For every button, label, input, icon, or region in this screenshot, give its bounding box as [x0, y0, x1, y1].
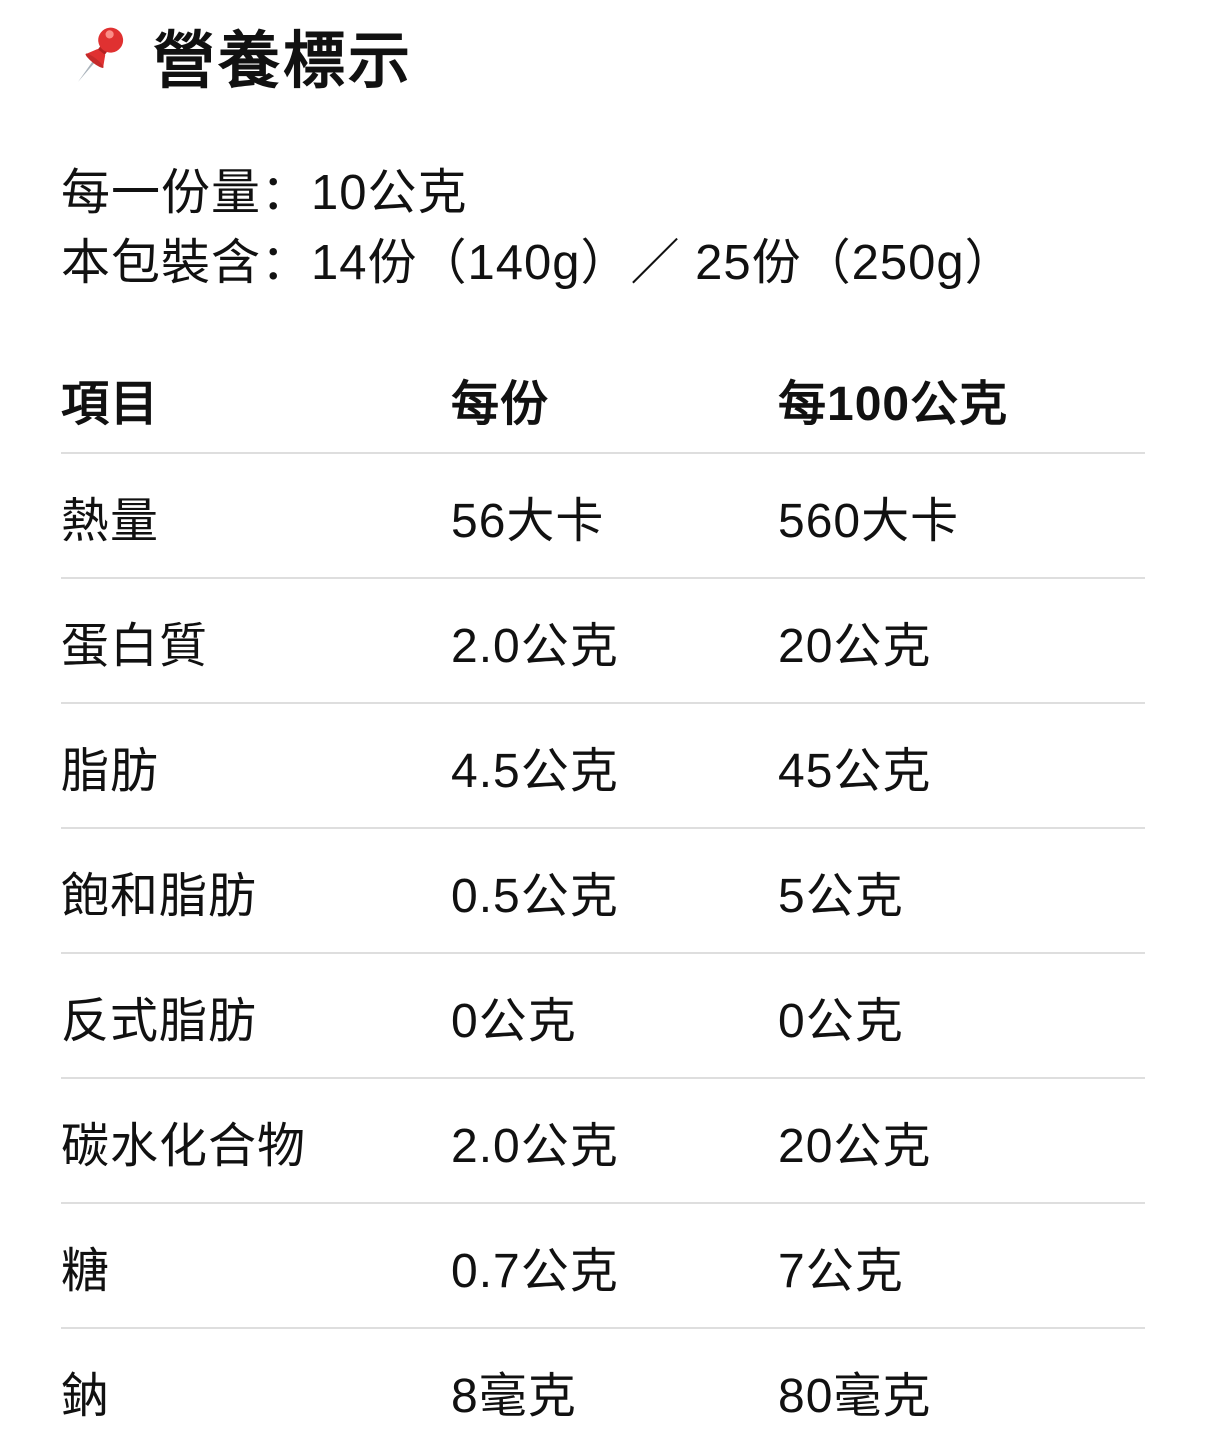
- serving-info: 每一份量：10公克 本包裝含：14份（140g）／ 25份（250g）: [61, 158, 1145, 298]
- nutrition-table: 項目 每份 每100公克 熱量 56大卡 560大卡 蛋白質 2.0公克 20公克 脂肪 4.…: [61, 346, 1145, 1452]
- row-value-per-serving: 2.0公克: [451, 1119, 619, 1173]
- table-row: 蛋白質 2.0公克 20公克: [61, 579, 1145, 704]
- row-item-label: 蛋白質: [61, 619, 209, 673]
- row-item-label: 脂肪: [61, 744, 160, 798]
- table-row: 反式脂肪 0公克 0公克: [61, 954, 1145, 1079]
- table-row: 糖 0.7公克 7公克: [61, 1204, 1145, 1329]
- table-body: 熱量 56大卡 560大卡 蛋白質 2.0公克 20公克 脂肪 4.5公克 45公克 飽和脂肪 0.…: [61, 454, 1145, 1452]
- row-value-per-100g: 7公克: [778, 1244, 904, 1298]
- row-item-label: 熱量: [61, 494, 160, 548]
- row-value-per-100g: 560大卡: [778, 494, 960, 548]
- table-row: 脂肪 4.5公克 45公克: [61, 704, 1145, 829]
- row-value-per-serving: 4.5公克: [451, 744, 619, 798]
- table-row: 飽和脂肪 0.5公克 5公克: [61, 829, 1145, 954]
- table-row: 熱量 56大卡 560大卡: [61, 454, 1145, 579]
- row-value-per-100g: 5公克: [778, 869, 904, 923]
- table-row: 鈉 8毫克 80毫克: [61, 1329, 1145, 1452]
- table-row: 碳水化合物 2.0公克 20公克: [61, 1079, 1145, 1204]
- row-value-per-serving: 2.0公克: [451, 619, 619, 673]
- table-header-row: 項目 每份 每100公克: [61, 346, 1145, 454]
- row-value-per-serving: 56大卡: [451, 494, 605, 548]
- row-item-label: 鈉: [61, 1369, 111, 1423]
- row-value-per-serving: 0.7公克: [451, 1244, 619, 1298]
- column-header-item: 項目: [61, 378, 160, 431]
- row-value-per-serving: 0.5公克: [451, 869, 619, 923]
- row-item-label: 飽和脂肪: [61, 869, 258, 923]
- row-value-per-100g: 0公克: [778, 994, 904, 1048]
- row-item-label: 糖: [61, 1244, 111, 1298]
- pushpin-icon: [61, 20, 131, 90]
- row-item-label: 反式脂肪: [61, 994, 258, 1048]
- row-value-per-100g: 80毫克: [778, 1369, 932, 1423]
- row-value-per-100g: 45公克: [778, 744, 932, 798]
- row-value-per-100g: 20公克: [778, 619, 932, 673]
- row-value-per-serving: 8毫克: [451, 1369, 577, 1423]
- row-value-per-serving: 0公克: [451, 994, 577, 1048]
- column-header-per-serving: 每份: [451, 378, 550, 431]
- column-header-per-100g: 每100公克: [778, 378, 1009, 431]
- serving-size-line: 每一份量：10公克: [61, 166, 468, 220]
- row-value-per-100g: 20公克: [778, 1119, 932, 1173]
- page-title-text: 營養標示: [153, 27, 414, 96]
- package-contents-line: 本包裝含：14份（140g）／ 25份（250g）: [61, 236, 1015, 290]
- row-item-label: 碳水化合物: [61, 1119, 307, 1173]
- page-title: 營養標示: [61, 14, 1145, 96]
